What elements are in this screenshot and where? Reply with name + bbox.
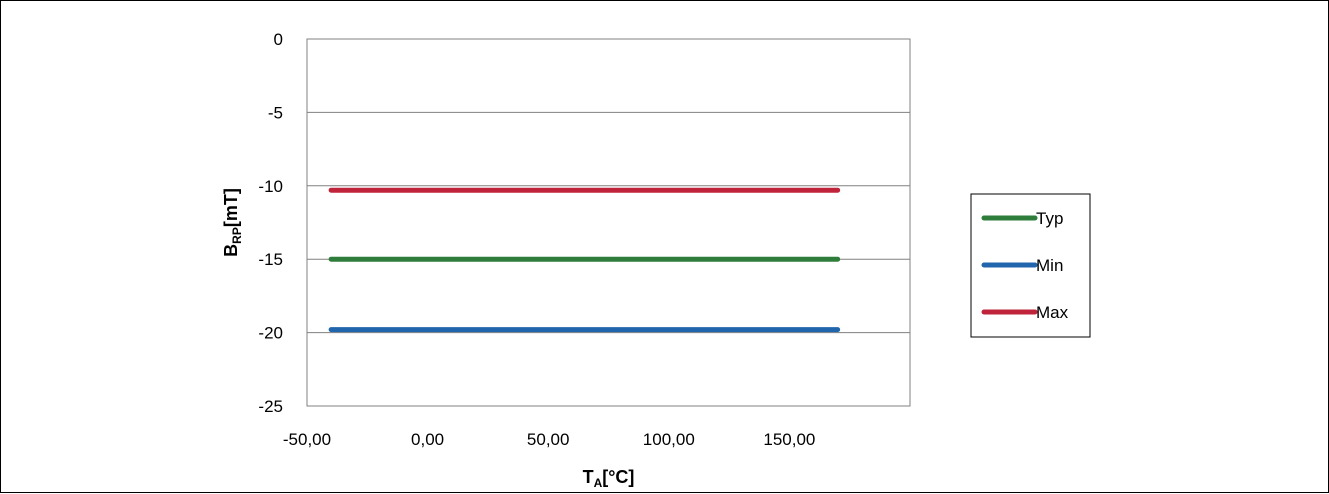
grid-lines	[307, 38, 910, 407]
y-tick-label: -5	[268, 103, 283, 122]
series-lines	[328, 187, 841, 333]
x-axis-title-rest: [°C]	[602, 467, 634, 487]
y-axis-title-rest: [mT]	[221, 188, 241, 227]
x-tick-label: -50,00	[283, 430, 331, 449]
y-tick-label: -10	[258, 177, 283, 196]
legend-label-min: Min	[1036, 256, 1063, 275]
y-tick-label: -25	[258, 397, 283, 416]
legend-label-typ: Typ	[1036, 209, 1063, 228]
x-tick-label: 150,00	[763, 430, 815, 449]
y-tick-label: -15	[258, 250, 283, 269]
x-tick-label: 100,00	[643, 430, 695, 449]
y-axis-title: BRP[mT]	[221, 188, 244, 257]
x-axis-title-sub: A	[594, 476, 603, 490]
y-axis-ticks: 0 -5 -10 -15 -20 -25	[258, 30, 283, 416]
y-axis-title-main: B	[221, 244, 241, 257]
x-axis-ticks: -50,00 0,00 50,00 100,00 150,00	[283, 430, 816, 449]
y-axis-title-sub: RP	[230, 227, 244, 244]
plot-area	[306, 38, 911, 407]
legend-label-max: Max	[1036, 303, 1069, 322]
x-tick-label: 50,00	[527, 430, 570, 449]
x-axis-title-main: T	[583, 467, 594, 487]
y-tick-label: -20	[258, 324, 283, 343]
legend: Typ Min Max	[970, 193, 1091, 338]
x-axis-title: TA[°C]	[583, 467, 635, 490]
x-tick-label: 0,00	[411, 430, 444, 449]
y-tick-label: 0	[274, 30, 283, 49]
